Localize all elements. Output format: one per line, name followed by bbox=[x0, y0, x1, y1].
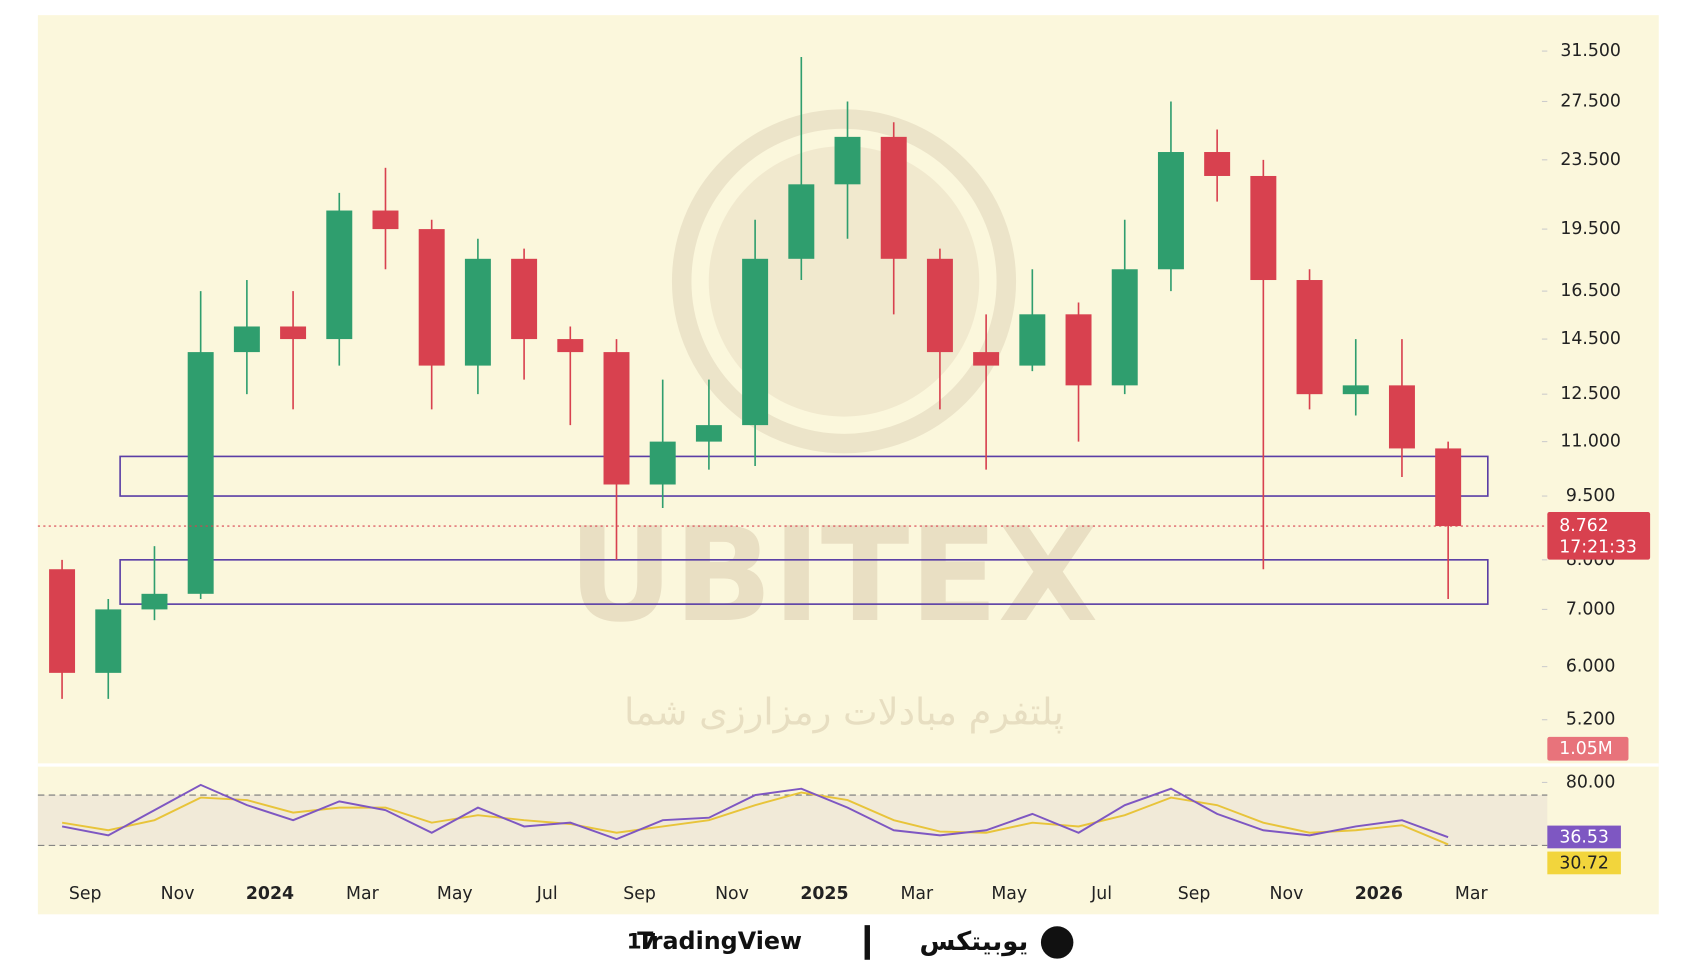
y-tick-label: 7.000 bbox=[1566, 599, 1616, 619]
watermark-tagline: پلتفرم مبادلات رمزارزی شما bbox=[624, 691, 1064, 734]
x-tick-label: Mar bbox=[346, 884, 380, 904]
x-tick-label: Sep bbox=[623, 884, 656, 904]
footer-tradingview: TradingView bbox=[637, 927, 802, 955]
candle-body bbox=[1019, 314, 1046, 366]
last-price-label: 8.762 bbox=[1559, 516, 1609, 536]
candle-body bbox=[1157, 152, 1184, 270]
y-tick-label: 12.500 bbox=[1560, 384, 1621, 404]
candle-body bbox=[649, 441, 676, 485]
tradingview-logo: 𝟭𝟳 bbox=[627, 929, 657, 954]
y-tick-label: 11.000 bbox=[1560, 432, 1621, 452]
candle-body bbox=[557, 339, 584, 353]
candle-body bbox=[603, 352, 630, 485]
y-tick-label: 9.500 bbox=[1566, 486, 1616, 506]
candle-body bbox=[280, 326, 307, 340]
candle-body bbox=[834, 136, 861, 185]
footer-ubitex: یوبیتکس bbox=[919, 927, 1028, 957]
rsi-tick-label: 80.00 bbox=[1566, 772, 1616, 792]
y-tick-label: 14.500 bbox=[1560, 329, 1621, 349]
y-tick-label: 19.500 bbox=[1560, 219, 1621, 239]
candle-body bbox=[788, 184, 815, 259]
candle-body bbox=[1250, 175, 1277, 281]
watermark-logo bbox=[671, 109, 1017, 454]
ubitex-logo bbox=[1040, 926, 1074, 959]
x-tick-label: Mar bbox=[901, 884, 935, 904]
x-tick-label: Mar bbox=[1455, 884, 1489, 904]
x-tick-label: 2025 bbox=[800, 884, 848, 904]
x-tick-label: May bbox=[991, 884, 1027, 904]
y-tick-label: 5.200 bbox=[1566, 710, 1616, 730]
candle-body bbox=[926, 258, 953, 353]
candle-body bbox=[742, 258, 769, 426]
rsi-value-box bbox=[1547, 825, 1621, 849]
candle-body bbox=[326, 210, 353, 340]
candle-body bbox=[187, 352, 214, 594]
x-tick-label: 2026 bbox=[1355, 884, 1403, 904]
volume-box bbox=[1547, 736, 1629, 761]
support-zone bbox=[119, 559, 1489, 605]
x-tick-label: May bbox=[437, 884, 473, 904]
volume-label: 1.05M bbox=[1559, 739, 1612, 759]
candle-body bbox=[1111, 269, 1138, 386]
candle-body bbox=[49, 569, 76, 673]
candle-body bbox=[95, 609, 122, 673]
x-tick-label: 2024 bbox=[246, 884, 294, 904]
candle-body bbox=[1065, 314, 1092, 386]
candle-body bbox=[141, 593, 168, 610]
separator bbox=[864, 925, 870, 960]
watermark-brand: UBITEX bbox=[568, 499, 1098, 651]
candle-body bbox=[511, 258, 538, 340]
x-tick-label: Nov bbox=[715, 884, 749, 904]
x-tick-label: Nov bbox=[161, 884, 195, 904]
candle-body bbox=[973, 352, 1000, 366]
candle-body bbox=[418, 229, 445, 366]
support-zone bbox=[119, 455, 1489, 497]
candle-body bbox=[695, 425, 722, 442]
x-tick-label: Sep bbox=[69, 884, 102, 904]
watermark-logo bbox=[708, 146, 980, 417]
x-tick-label: Jul bbox=[536, 884, 558, 904]
candle-body bbox=[1435, 448, 1462, 527]
y-tick-label: 23.500 bbox=[1560, 150, 1621, 170]
candle-body bbox=[1296, 280, 1323, 395]
candle-body bbox=[1388, 385, 1415, 449]
candle-body bbox=[464, 258, 491, 366]
candle-body bbox=[880, 136, 907, 259]
candle-body bbox=[233, 326, 260, 353]
rsi-value-label: 30.72 bbox=[1559, 853, 1609, 873]
x-tick-label: Sep bbox=[1178, 884, 1211, 904]
y-tick-label: 16.500 bbox=[1560, 281, 1621, 301]
rsi-line bbox=[61, 783, 1449, 841]
rsi-value-box bbox=[1547, 851, 1621, 875]
rsi-value-label: 36.53 bbox=[1559, 827, 1609, 847]
x-tick-label: Nov bbox=[1270, 884, 1304, 904]
plot: 31.500 27.500 23.500 19.500 16.500 14.500 12.5… bbox=[37, 41, 1651, 904]
last-price-box bbox=[1547, 511, 1651, 560]
rsi-line bbox=[61, 791, 1449, 846]
y-tick-label: 6.000 bbox=[1566, 657, 1616, 677]
candle-body bbox=[1204, 152, 1231, 176]
candle-body bbox=[1342, 385, 1369, 395]
x-tick-label: Jul bbox=[1090, 884, 1112, 904]
countdown-label: 17:21:33 bbox=[1559, 538, 1637, 558]
rsi-band bbox=[37, 795, 1548, 846]
y-tick-label: 27.500 bbox=[1560, 91, 1621, 111]
y-tick-label: 31.500 bbox=[1560, 41, 1621, 61]
candle-body bbox=[372, 210, 399, 230]
